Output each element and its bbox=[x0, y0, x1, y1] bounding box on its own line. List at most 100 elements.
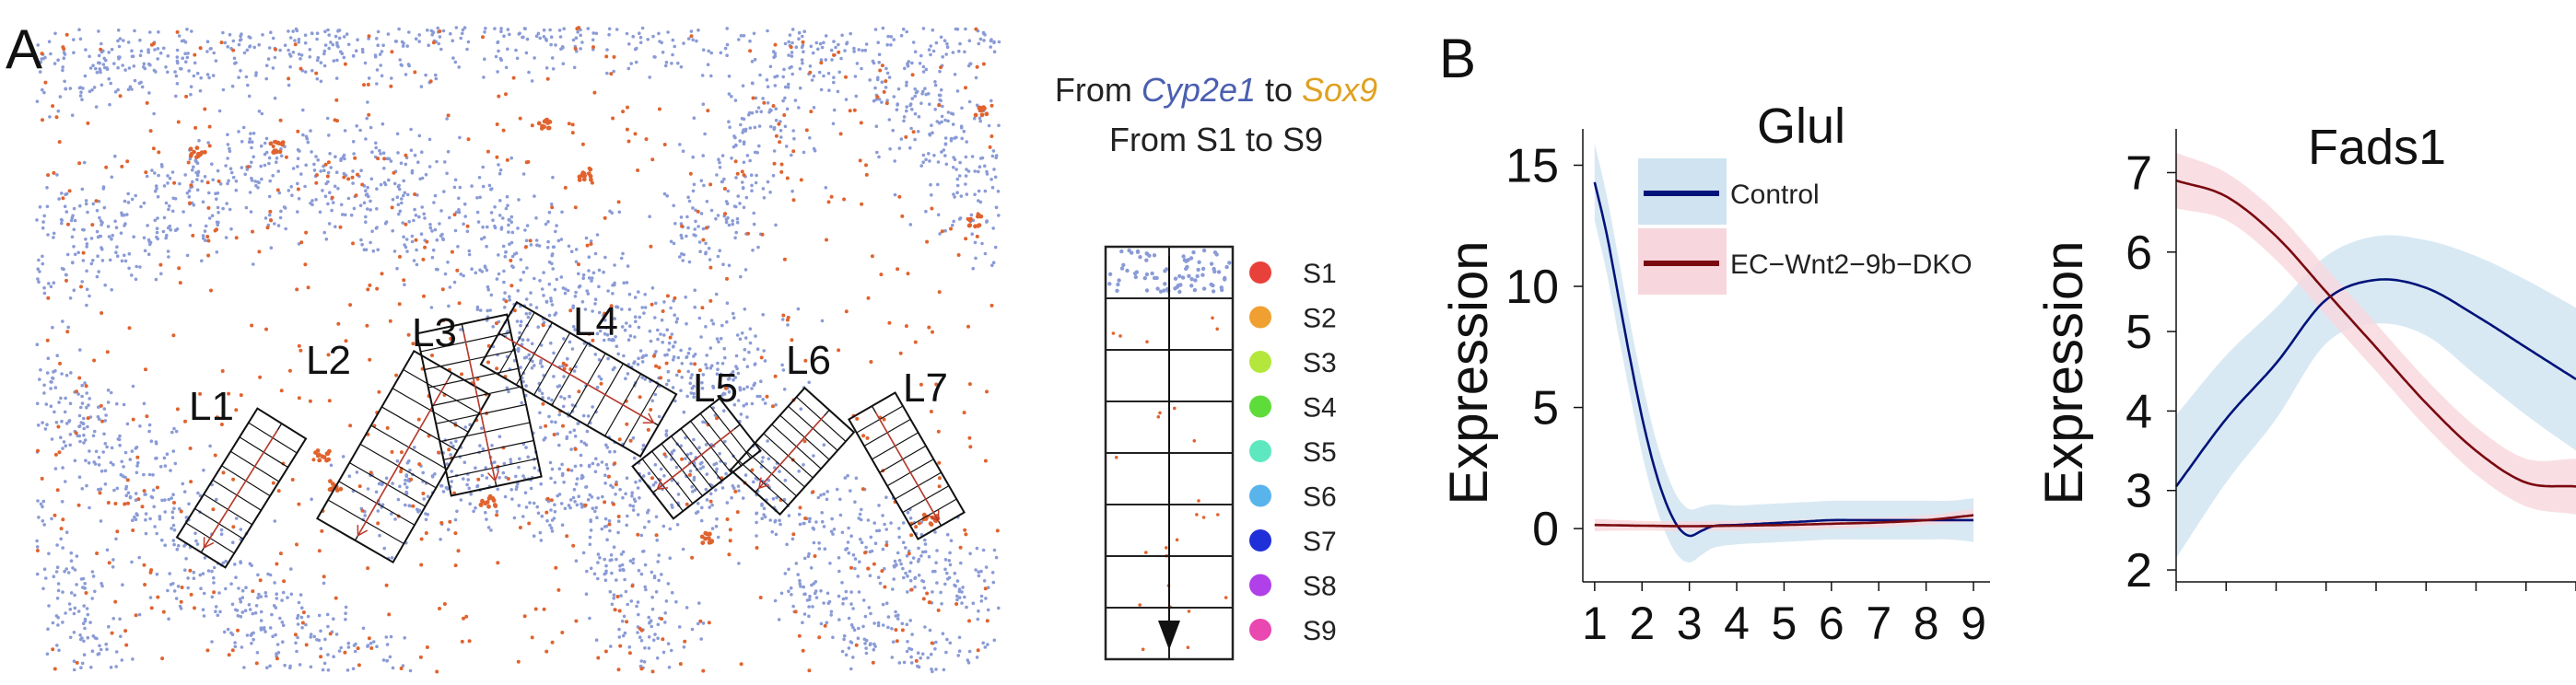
cyp2e1-spot bbox=[642, 660, 647, 664]
cyp2e1-spot bbox=[957, 174, 962, 178]
cyp2e1-spot bbox=[837, 70, 841, 75]
cyp2e1-spot bbox=[445, 171, 449, 176]
cyp2e1-spot bbox=[670, 590, 674, 595]
schematic-cyp2e1-spot bbox=[1152, 253, 1157, 258]
cyp2e1-spot bbox=[684, 296, 687, 299]
sox9-spot bbox=[567, 122, 571, 126]
sox9-spot bbox=[57, 140, 62, 145]
cyp2e1-spot bbox=[674, 599, 678, 604]
cyp2e1-spot bbox=[61, 65, 64, 69]
cyp2e1-spot bbox=[790, 41, 794, 45]
cyp2e1-spot bbox=[557, 384, 562, 388]
cyp2e1-spot bbox=[772, 149, 777, 153]
cyp2e1-spot bbox=[376, 29, 381, 34]
sox9-spot bbox=[297, 502, 301, 506]
schematic-sox9-spot bbox=[1118, 334, 1122, 338]
cyp2e1-spot bbox=[740, 331, 744, 335]
cyp2e1-spot bbox=[36, 277, 40, 281]
sox9-spot bbox=[95, 551, 100, 555]
sox9-spot bbox=[81, 250, 86, 255]
cyp2e1-spot bbox=[966, 169, 971, 173]
cyp2e1-spot bbox=[49, 387, 53, 390]
cyp2e1-spot bbox=[994, 205, 999, 210]
cyp2e1-spot bbox=[61, 319, 64, 323]
cyp2e1-spot bbox=[965, 168, 968, 171]
sox9-spot bbox=[725, 517, 730, 521]
cyp2e1-spot bbox=[457, 208, 461, 212]
cyp2e1-spot bbox=[823, 547, 827, 551]
sox9-spot bbox=[61, 517, 65, 522]
cyp2e1-spot bbox=[433, 227, 438, 232]
cyp2e1-spot bbox=[881, 547, 885, 551]
cyp2e1-spot bbox=[88, 449, 91, 453]
cyp2e1-spot bbox=[935, 549, 939, 552]
cyp2e1-spot bbox=[528, 501, 532, 505]
schematic-cyp2e1-spot bbox=[1227, 261, 1232, 265]
cyp2e1-spot bbox=[670, 479, 674, 482]
cyp2e1-spot bbox=[73, 568, 77, 572]
cyp2e1-spot bbox=[783, 124, 788, 129]
cyp2e1-spot bbox=[838, 513, 843, 517]
cyp2e1-spot bbox=[820, 45, 825, 50]
cyp2e1-spot bbox=[41, 421, 44, 424]
cyp2e1-spot bbox=[194, 539, 198, 543]
cyp2e1-spot bbox=[554, 229, 557, 234]
cyp2e1-spot bbox=[673, 313, 676, 318]
cyp2e1-spot bbox=[840, 649, 845, 654]
sox9-spot bbox=[689, 34, 694, 39]
cyp2e1-spot bbox=[734, 230, 738, 235]
cyp2e1-spot bbox=[474, 505, 477, 510]
cyp2e1-spot bbox=[701, 154, 705, 157]
cyp2e1-spot bbox=[605, 446, 610, 449]
cyp2e1-spot bbox=[562, 397, 567, 401]
cyp2e1-spot bbox=[241, 125, 246, 130]
cyp2e1-spot bbox=[210, 640, 214, 644]
cyp2e1-spot bbox=[631, 505, 636, 508]
cyp2e1-spot bbox=[980, 156, 985, 160]
cyp2e1-spot bbox=[239, 599, 243, 604]
cyp2e1-spot bbox=[82, 586, 86, 590]
cyp2e1-spot bbox=[384, 635, 389, 639]
cyp2e1-spot bbox=[620, 308, 624, 311]
sox9-cluster-spot bbox=[329, 486, 334, 492]
cyp2e1-spot bbox=[234, 188, 239, 192]
sox9-spot bbox=[673, 296, 677, 300]
cyp2e1-spot bbox=[514, 251, 519, 255]
cyp2e1-spot bbox=[682, 41, 685, 45]
sox9-spot bbox=[84, 384, 88, 389]
cyp2e1-spot bbox=[631, 561, 635, 565]
cyp2e1-spot bbox=[787, 589, 790, 593]
cyp2e1-spot bbox=[100, 469, 104, 473]
cyp2e1-spot bbox=[907, 569, 912, 574]
cyp2e1-spot bbox=[365, 207, 369, 211]
sox9-spot bbox=[328, 632, 333, 636]
cyp2e1-spot bbox=[319, 169, 323, 173]
cyp2e1-spot bbox=[364, 137, 368, 141]
sox9-spot bbox=[570, 131, 575, 135]
sox9-spot bbox=[861, 487, 865, 492]
cyp2e1-spot bbox=[891, 128, 895, 133]
cyp2e1-spot bbox=[774, 107, 778, 110]
cyp2e1-spot bbox=[523, 228, 527, 232]
cyp2e1-spot bbox=[381, 43, 385, 47]
cyp2e1-spot bbox=[470, 184, 474, 188]
cyp2e1-spot bbox=[78, 94, 83, 98]
cyp2e1-spot bbox=[679, 64, 684, 69]
sox9-spot bbox=[142, 563, 146, 567]
cyp2e1-spot bbox=[190, 29, 193, 33]
cyp2e1-spot bbox=[910, 108, 914, 111]
cyp2e1-spot bbox=[404, 238, 409, 241]
cyp2e1-spot bbox=[113, 154, 117, 158]
cyp2e1-spot bbox=[738, 337, 743, 342]
cyp2e1-spot bbox=[486, 225, 489, 229]
cyp2e1-spot bbox=[550, 529, 555, 533]
sox9-spot bbox=[505, 157, 509, 162]
lane-arrow bbox=[874, 412, 939, 520]
x-tick-label: 8 bbox=[1914, 598, 1939, 649]
schematic-cyp2e1-spot bbox=[1138, 255, 1142, 260]
cyp2e1-spot bbox=[216, 613, 220, 618]
cyp2e1-spot bbox=[301, 108, 305, 112]
sox9-spot bbox=[476, 477, 481, 482]
sox9-spot bbox=[178, 281, 182, 285]
cyp2e1-spot bbox=[856, 575, 860, 578]
